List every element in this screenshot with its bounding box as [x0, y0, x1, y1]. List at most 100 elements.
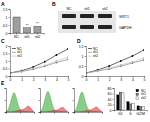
- tick-label: 0.5: [79, 65, 84, 69]
- tick: S: [129, 110, 132, 116]
- band: [98, 25, 112, 29]
- tick-mark: [85, 56, 87, 57]
- axis-line: [11, 77, 69, 78]
- tick: [39, 88, 41, 89]
- legend-swatch: [12, 52, 16, 53]
- y-axis: 00.511.5: [79, 45, 87, 79]
- tick-mark: [9, 9, 11, 10]
- marker: [44, 61, 46, 63]
- tick-label: 3: [120, 78, 122, 82]
- tick-label: 1.5: [3, 52, 8, 56]
- tick-label: 5: [144, 78, 146, 82]
- tick-mark: [113, 99, 115, 100]
- tick: 3: [44, 76, 46, 82]
- tick-mark: [5, 112, 7, 113]
- band: [80, 14, 94, 18]
- panel-title: B: [52, 1, 56, 7]
- x-axis: [7, 112, 35, 114]
- legend-label: sh2: [141, 96, 146, 100]
- tick: 80: [108, 87, 114, 91]
- marker: [56, 54, 58, 56]
- tick: 0: [82, 75, 86, 79]
- legend: NCsh1sh2: [88, 47, 98, 59]
- plot-area: [13, 17, 41, 33]
- axis-line: [9, 10, 11, 34]
- tick-mark: [113, 88, 115, 89]
- tick-label: 1: [21, 78, 23, 82]
- tick-mark: [5, 100, 7, 101]
- tick: [5, 88, 7, 89]
- tick-mark: [34, 112, 35, 114]
- tick-label: 0: [10, 78, 12, 82]
- tick-label: 1.5: [3, 8, 8, 12]
- tick-mark: [88, 112, 89, 114]
- tick: 3: [120, 76, 122, 82]
- marker: [56, 60, 58, 62]
- tick: [5, 100, 7, 101]
- tick-mark: [9, 61, 11, 62]
- series-area: [74, 92, 102, 112]
- tick-label: 4: [132, 78, 134, 82]
- tick: 0: [110, 109, 114, 113]
- tick: 40: [108, 98, 114, 102]
- tick-mark: [9, 33, 11, 34]
- tick: 1.5: [3, 8, 10, 12]
- marker: [120, 65, 122, 67]
- tick: 1: [6, 60, 10, 64]
- marker: [108, 67, 110, 69]
- tick: [34, 112, 35, 114]
- tick: 1.5: [79, 45, 86, 49]
- tick-mark: [39, 88, 41, 89]
- axis-line: [39, 89, 41, 113]
- tick-mark: [73, 88, 75, 89]
- bar: [117, 95, 119, 110]
- tick-label: 2: [109, 78, 111, 82]
- tick-mark: [9, 17, 11, 18]
- y-axis: 00.511.52: [3, 45, 11, 79]
- tick-label: 20: [108, 103, 112, 107]
- chart: D01234500.511.5NCsh1sh2: [77, 38, 146, 82]
- plot-area: [40, 91, 68, 112]
- tick-label: 2: [33, 78, 35, 82]
- chart: E: [1, 80, 35, 114]
- tick: sh1: [24, 33, 30, 39]
- tick-mark: [9, 76, 11, 77]
- tick-mark: [9, 69, 11, 70]
- tick-mark: [39, 112, 41, 113]
- y-axis: [5, 89, 7, 113]
- series-line: [86, 50, 144, 73]
- bar: [139, 106, 141, 110]
- tick-label: G2/M: [136, 112, 145, 116]
- tick: 5: [68, 76, 70, 82]
- marker: [132, 62, 134, 64]
- tick: 1: [6, 16, 10, 20]
- series-area: [40, 107, 68, 112]
- x-axis: G1 S G2/M: [115, 110, 148, 116]
- tick: 0: [6, 75, 10, 79]
- tick-mark: [113, 94, 115, 95]
- legend-swatch: [12, 56, 16, 57]
- y-axis: 00.511.5: [3, 8, 11, 36]
- panel-title: C: [1, 38, 5, 44]
- tick: 2: [33, 76, 35, 82]
- axis-line: [9, 47, 11, 77]
- tick-label: G1: [118, 112, 123, 116]
- chart: G1SG2/M020406080NCsh1sh2: [108, 87, 148, 116]
- marker: [44, 65, 46, 67]
- y-axis: 0 2040 6080: [108, 87, 115, 113]
- chart: [73, 89, 103, 114]
- chart: ANCsh1sh200.511.5****: [1, 1, 45, 39]
- marker: [67, 59, 68, 61]
- plot-area: [74, 92, 102, 112]
- legend-label: sh2: [93, 54, 98, 58]
- tick: [39, 112, 41, 113]
- legend: NCsh1sh2: [12, 47, 22, 59]
- tick: 0: [10, 76, 12, 82]
- tick: [54, 112, 55, 114]
- tick-label: 1.5: [79, 45, 84, 49]
- x-axis: [41, 112, 69, 114]
- tick-mark: [113, 105, 115, 106]
- tick: 60: [108, 92, 114, 96]
- marker: [132, 55, 134, 57]
- tick: 1.5: [3, 52, 10, 56]
